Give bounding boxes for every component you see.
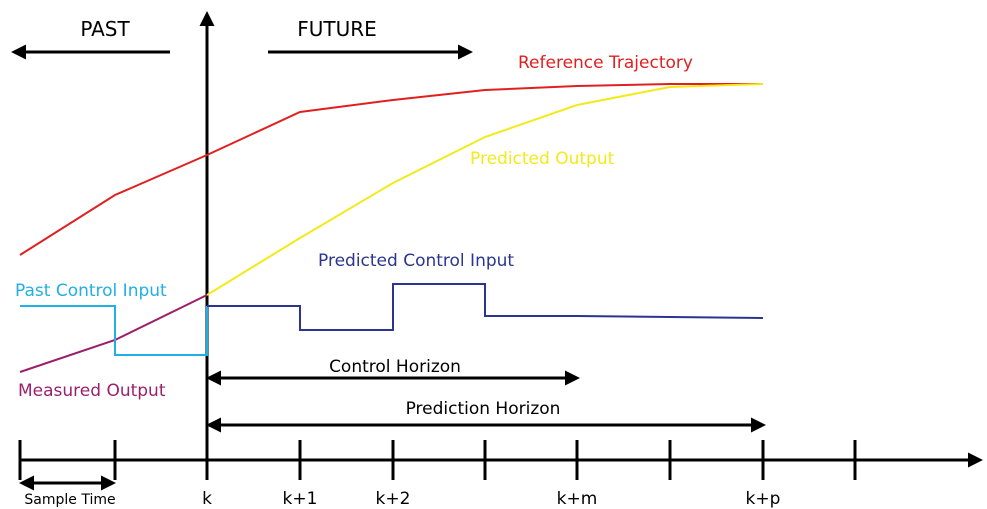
predicted-control-curve [207,283,764,331]
future-label: FUTURE [297,17,377,41]
control-horizon-label: Control Horizon [329,357,461,377]
past-label: PAST [80,17,130,41]
time-ticks [18,440,857,480]
prediction-horizon-label: Prediction Horizon [406,399,561,419]
tick-label: k+m [557,489,598,509]
sample-time-label: Sample Time [24,492,115,508]
tick-label: k+1 [283,489,318,509]
reference-label: Reference Trajectory [518,53,693,73]
past-control-curve [20,305,208,356]
tick-label: k [202,489,212,509]
measured-output-label: Measured Output [18,381,166,401]
predicted-output-curve [206,83,764,296]
past-control-label: Past Control Input [15,281,167,301]
tick-label: k+p [746,489,781,509]
tick-label: k+2 [376,489,411,509]
predicted-output-label: Predicted Output [470,149,615,169]
predicted-control-label: Predicted Control Input [318,251,514,271]
reference-curve [19,83,763,256]
